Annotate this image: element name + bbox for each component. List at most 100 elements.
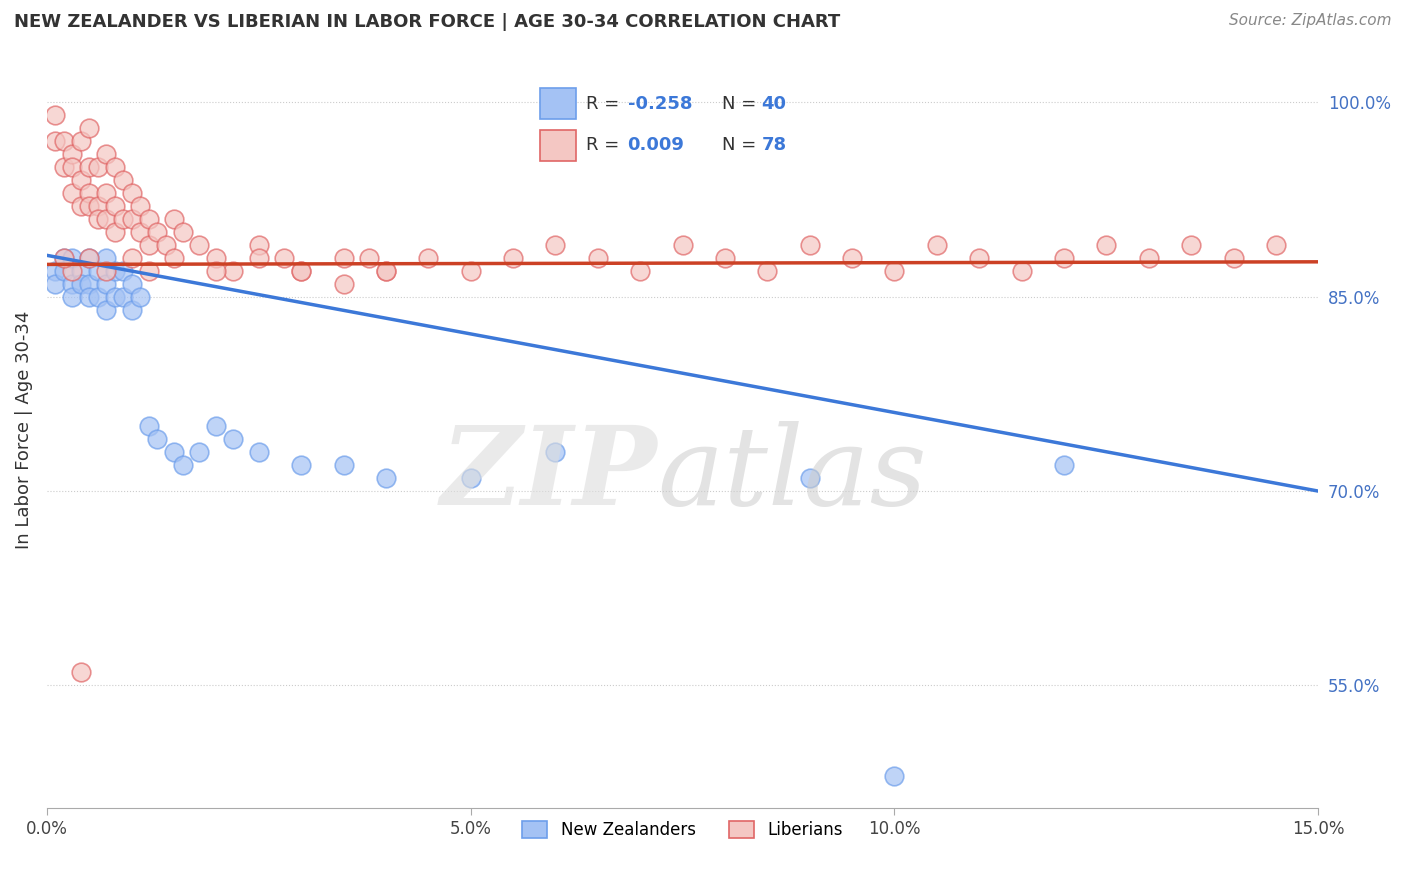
Point: [87, 199, 110, 213]
Text: atlas: atlas: [657, 421, 927, 529]
Point: [273, 251, 295, 265]
Point: [112, 173, 135, 187]
Point: [883, 264, 905, 278]
Point: [96, 147, 118, 161]
Point: [69, 665, 91, 680]
Point: [357, 251, 380, 265]
Point: [188, 445, 211, 459]
Point: [247, 251, 270, 265]
Point: [374, 471, 396, 485]
Point: [205, 419, 228, 434]
Point: [628, 264, 651, 278]
Point: [544, 238, 567, 252]
Point: [87, 212, 110, 227]
Point: [104, 225, 127, 239]
Point: [290, 458, 312, 473]
Point: [1053, 458, 1076, 473]
Point: [77, 251, 100, 265]
Point: [112, 264, 135, 278]
Point: [1053, 251, 1076, 265]
Point: [222, 264, 245, 278]
Point: [112, 212, 135, 227]
Point: [44, 264, 66, 278]
Point: [138, 264, 160, 278]
Point: [138, 238, 160, 252]
Point: [77, 161, 100, 175]
Point: [146, 432, 169, 446]
Point: [121, 251, 143, 265]
Point: [205, 264, 228, 278]
Point: [77, 290, 100, 304]
Y-axis label: In Labor Force | Age 30-34: In Labor Force | Age 30-34: [15, 310, 32, 549]
Point: [290, 264, 312, 278]
Point: [883, 769, 905, 783]
Point: [138, 419, 160, 434]
Point: [146, 225, 169, 239]
Point: [332, 458, 354, 473]
Point: [96, 277, 118, 291]
Point: [247, 238, 270, 252]
Point: [60, 161, 83, 175]
Point: [799, 471, 821, 485]
Point: [714, 251, 737, 265]
Point: [247, 445, 270, 459]
Point: [69, 264, 91, 278]
Point: [418, 251, 440, 265]
Point: [129, 199, 152, 213]
Point: [502, 251, 524, 265]
Point: [967, 251, 990, 265]
Text: Source: ZipAtlas.com: Source: ZipAtlas.com: [1229, 13, 1392, 29]
Point: [77, 251, 100, 265]
Point: [222, 432, 245, 446]
Point: [77, 186, 100, 201]
Point: [374, 264, 396, 278]
Point: [60, 147, 83, 161]
Point: [52, 134, 75, 148]
Point: [172, 225, 194, 239]
Text: NEW ZEALANDER VS LIBERIAN IN LABOR FORCE | AGE 30-34 CORRELATION CHART: NEW ZEALANDER VS LIBERIAN IN LABOR FORCE…: [14, 13, 841, 31]
Point: [104, 199, 127, 213]
Point: [44, 134, 66, 148]
Point: [544, 445, 567, 459]
Point: [460, 264, 482, 278]
Point: [155, 238, 177, 252]
Point: [188, 238, 211, 252]
Point: [460, 471, 482, 485]
Point: [69, 134, 91, 148]
Point: [163, 445, 186, 459]
Point: [104, 290, 127, 304]
Point: [671, 238, 693, 252]
Point: [332, 251, 354, 265]
Point: [925, 238, 948, 252]
Point: [756, 264, 779, 278]
Point: [112, 290, 135, 304]
Point: [1011, 264, 1033, 278]
Point: [121, 212, 143, 227]
Point: [205, 251, 228, 265]
Point: [44, 108, 66, 122]
Point: [96, 264, 118, 278]
Point: [60, 277, 83, 291]
Point: [374, 264, 396, 278]
Point: [60, 186, 83, 201]
Point: [1222, 251, 1244, 265]
Point: [60, 251, 83, 265]
Point: [87, 161, 110, 175]
Point: [841, 251, 863, 265]
Point: [87, 290, 110, 304]
Point: [60, 290, 83, 304]
Point: [60, 264, 83, 278]
Legend: New Zealanders, Liberians: New Zealanders, Liberians: [516, 814, 849, 846]
Point: [69, 173, 91, 187]
Point: [1137, 251, 1160, 265]
Point: [1095, 238, 1118, 252]
Point: [104, 161, 127, 175]
Point: [96, 212, 118, 227]
Point: [121, 302, 143, 317]
Point: [129, 290, 152, 304]
Text: ZIP: ZIP: [440, 421, 657, 529]
Point: [52, 251, 75, 265]
Point: [290, 264, 312, 278]
Point: [44, 277, 66, 291]
Point: [69, 199, 91, 213]
